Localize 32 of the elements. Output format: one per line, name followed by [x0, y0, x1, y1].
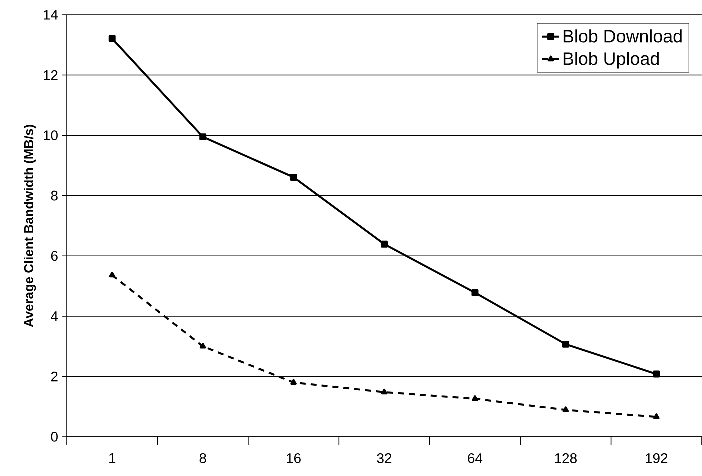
x-tick-label: 128 [555, 453, 577, 464]
point [562, 340, 570, 348]
point [200, 134, 207, 141]
point [472, 396, 478, 402]
x-tick-label: 16 [287, 453, 301, 464]
y-tick-label: 10 [44, 130, 58, 140]
point [653, 370, 660, 378]
y-tick-label: 12 [44, 70, 58, 80]
point [381, 240, 388, 248]
point [108, 35, 116, 42]
y-tick-label: 0 [51, 432, 58, 442]
y-tick-label: 14 [44, 10, 58, 20]
y-axis-title: Average Client Bandwidth (MB/s) [24, 125, 36, 328]
point [381, 388, 388, 395]
y-tick-label: 6 [51, 251, 58, 262]
point [200, 343, 206, 349]
x-tick-label: 192 [646, 453, 668, 464]
x-tick-label: 32 [377, 453, 392, 464]
x-tick-label: 1 [110, 454, 116, 464]
x-tick-label: 64 [468, 453, 483, 464]
point [653, 414, 660, 420]
point [472, 289, 479, 296]
legend-label: Blob Upload [564, 52, 659, 69]
point [290, 174, 298, 181]
legend-label: Blob Download [564, 30, 682, 43]
point [109, 272, 116, 278]
point [562, 406, 570, 412]
point [290, 379, 297, 385]
y-tick-label: 2 [51, 372, 58, 382]
y-tick-label: 8 [51, 190, 58, 201]
y-tick-label: 4 [51, 312, 58, 322]
x-tick-label: 8 [200, 453, 206, 464]
